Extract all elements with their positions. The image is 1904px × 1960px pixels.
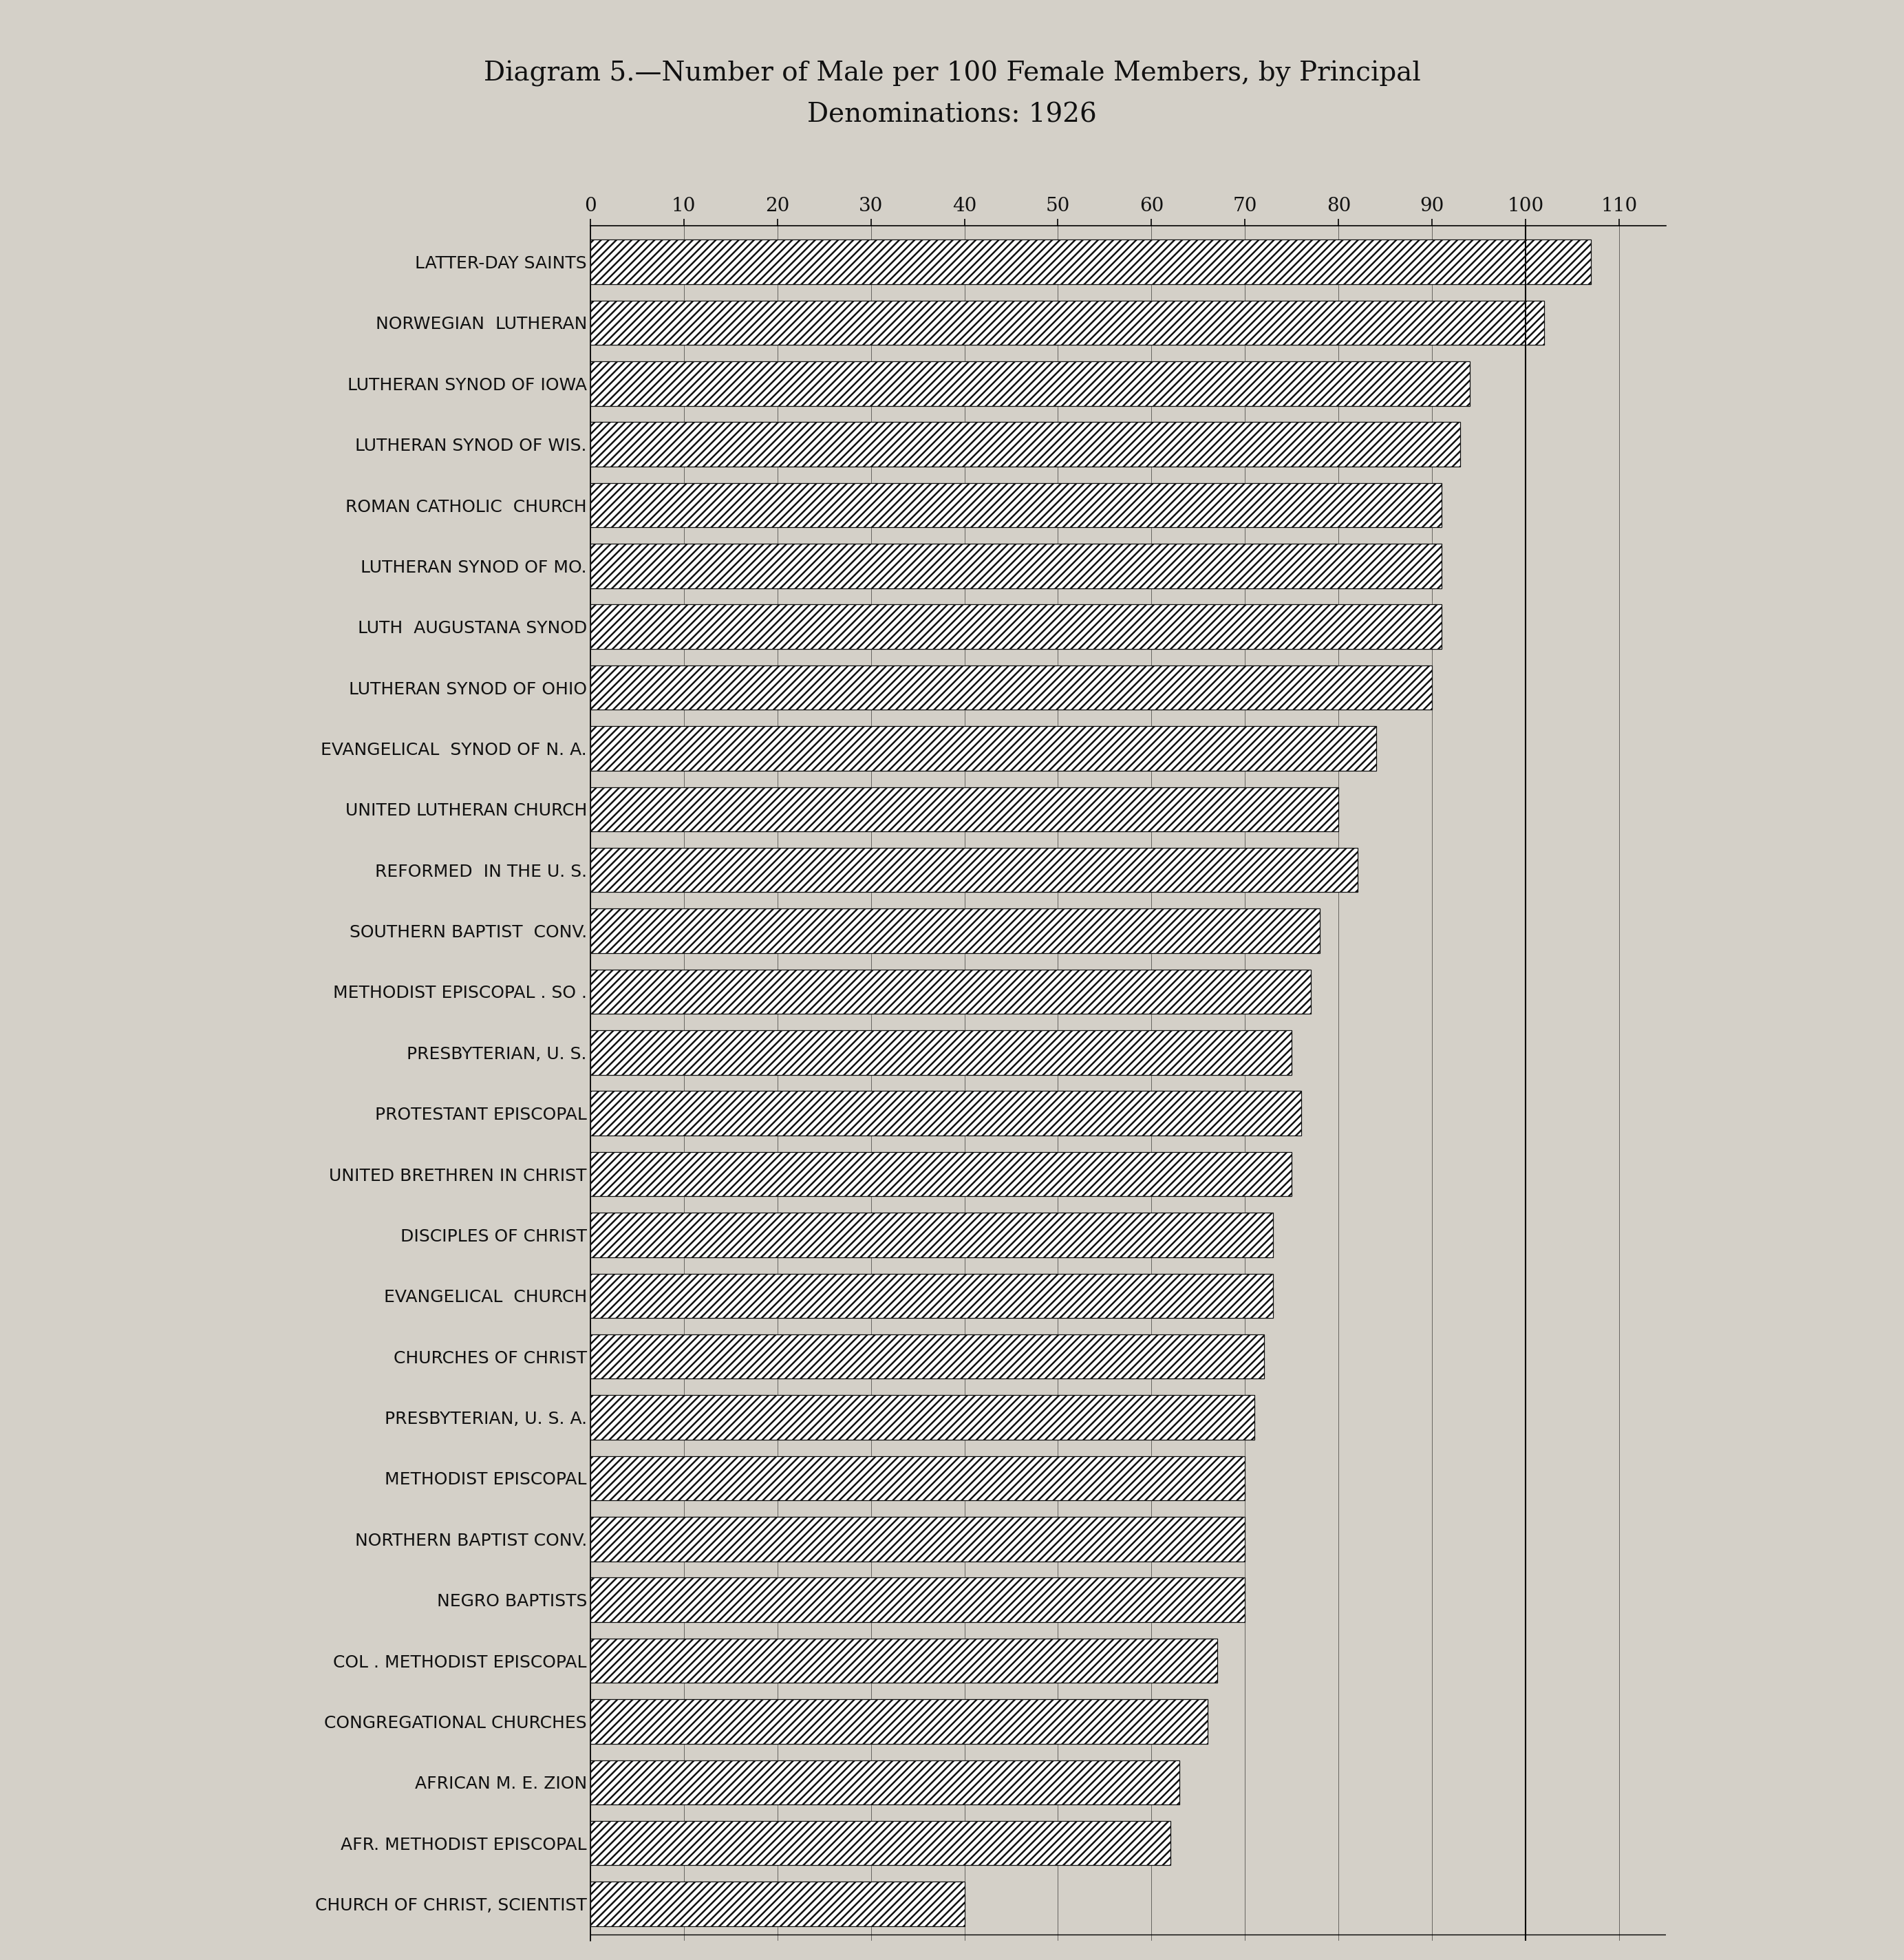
Bar: [590, 543, 1441, 588]
Bar: [590, 421, 1460, 466]
Bar: [590, 1821, 1171, 1866]
Bar: [590, 1274, 1274, 1317]
Text: Denominations: 1926: Denominations: 1926: [807, 102, 1097, 127]
Bar: [590, 1699, 1207, 1744]
Bar: [590, 1639, 1217, 1684]
Bar: [590, 909, 1319, 953]
Bar: [590, 1335, 1264, 1378]
Bar: [590, 664, 1432, 710]
Bar: [590, 604, 1441, 649]
Bar: [590, 482, 1441, 527]
Bar: [590, 1152, 1291, 1196]
Bar: [590, 239, 1592, 284]
Text: Diagram 5.—Number of Male per 100 Female Members, by Principal: Diagram 5.—Number of Male per 100 Female…: [484, 61, 1420, 86]
Bar: [590, 788, 1339, 831]
Bar: [590, 1882, 965, 1927]
Bar: [590, 727, 1377, 770]
Bar: [590, 300, 1544, 345]
Bar: [590, 1213, 1274, 1256]
Bar: [590, 1092, 1300, 1135]
Bar: [590, 849, 1358, 892]
Bar: [590, 1517, 1245, 1562]
Bar: [590, 1578, 1245, 1623]
Bar: [590, 1396, 1255, 1439]
Bar: [590, 361, 1470, 406]
Bar: [590, 1031, 1291, 1074]
Bar: [590, 970, 1310, 1013]
Bar: [590, 1456, 1245, 1501]
Bar: [590, 1760, 1180, 1805]
